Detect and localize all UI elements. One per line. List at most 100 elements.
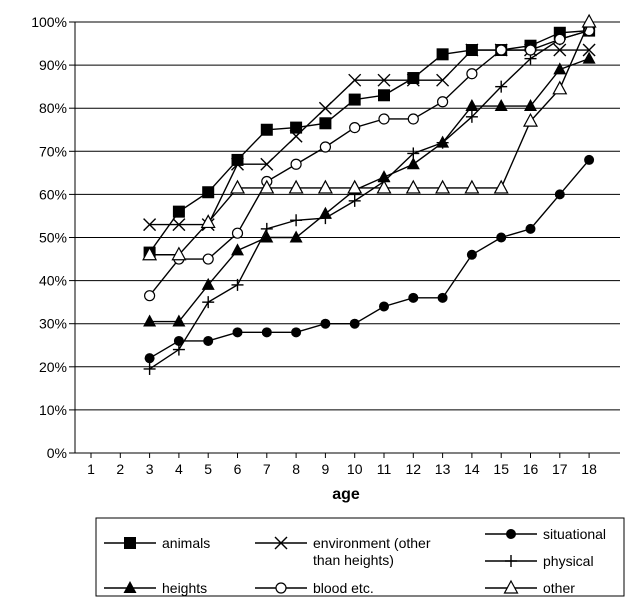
legend-label: other [543, 580, 575, 596]
x-tick-label: 2 [116, 461, 124, 477]
legend-item-physical: physical [485, 553, 594, 569]
data-point [496, 232, 507, 243]
data-point [436, 48, 449, 61]
data-point [291, 327, 302, 338]
data-point [376, 179, 392, 194]
series-heights [143, 51, 596, 327]
x-axis-title: age [332, 486, 360, 503]
data-point [553, 62, 567, 75]
data-point [436, 135, 450, 148]
data-point [378, 89, 390, 102]
x-tick-label: 8 [292, 461, 300, 477]
data-point [405, 179, 421, 194]
data-point [172, 205, 185, 218]
data-point [289, 129, 303, 143]
x-tick-label: 14 [464, 461, 480, 477]
legend-label: physical [543, 553, 594, 569]
series-environment-other-than-heights [143, 43, 596, 232]
y-tick-label: 10% [39, 402, 67, 418]
data-point [143, 218, 157, 232]
legend-marker [505, 555, 517, 567]
legend-label: situational [543, 526, 606, 542]
data-point [377, 73, 391, 87]
legend-item-blood-etc: blood etc. [255, 580, 374, 596]
legend-label: heights [162, 580, 207, 596]
data-point [143, 314, 157, 327]
data-point [379, 301, 389, 312]
y-tick-label: 80% [39, 100, 67, 116]
legend-label: environment (other [313, 535, 431, 551]
data-point [378, 113, 390, 125]
data-point [554, 189, 565, 200]
data-point [349, 121, 361, 134]
data-point [406, 73, 420, 87]
series-other [142, 13, 597, 261]
data-point [465, 110, 478, 123]
series-line [149, 21, 590, 256]
y-tick-label: 70% [39, 143, 67, 159]
legend-label: blood etc. [313, 580, 374, 596]
x-stroke [553, 43, 567, 57]
data-point [319, 117, 332, 130]
y-tick-label: 90% [39, 57, 67, 73]
data-point [554, 33, 566, 45]
data-point [582, 51, 596, 64]
legend-marker [274, 536, 288, 550]
data-point [232, 327, 243, 338]
x-tick-label: 3 [146, 461, 154, 477]
data-point [202, 253, 214, 265]
data-point [522, 112, 539, 127]
x-stroke [289, 129, 303, 143]
y-tick-label: 40% [39, 273, 67, 289]
data-point [349, 318, 360, 329]
data-point [348, 93, 361, 106]
data-point [493, 179, 509, 194]
data-point [465, 99, 479, 112]
x-stroke [231, 157, 244, 171]
data-point [320, 318, 331, 329]
data-point [229, 179, 246, 194]
data-point [525, 223, 536, 234]
data-point [319, 141, 331, 153]
legend-marker [506, 529, 516, 539]
data-point [436, 73, 450, 87]
x-tick-label: 13 [435, 461, 451, 477]
data-point [143, 362, 156, 375]
series-line [149, 57, 590, 323]
data-point [495, 44, 507, 56]
x-stroke [318, 101, 332, 115]
x-tick-label: 1 [87, 461, 95, 477]
x-stroke [143, 218, 157, 232]
x-tick-label: 17 [552, 461, 568, 477]
data-point [494, 99, 508, 112]
data-point [231, 243, 244, 256]
data-point [406, 157, 420, 170]
legend-item-situational: situational [485, 526, 606, 542]
series-physical [143, 24, 596, 375]
data-point [584, 154, 595, 165]
x-tick-label: 10 [347, 461, 363, 477]
gridlines [69, 21, 620, 454]
legend-item-animals: animals [104, 535, 210, 551]
data-point [202, 186, 215, 199]
x-tick-label: 4 [175, 461, 183, 477]
data-point [144, 353, 155, 364]
data-point [552, 80, 568, 95]
data-point [348, 194, 361, 207]
x-tick-label: 5 [204, 461, 212, 477]
data-point [173, 335, 184, 346]
x-tick-label: 9 [322, 461, 330, 477]
data-point [524, 44, 537, 56]
legend-label: animals [162, 535, 210, 551]
data-point [261, 327, 272, 338]
data-point [201, 277, 215, 290]
data-point [466, 68, 478, 80]
x-tick-label: 6 [234, 461, 242, 477]
data-point [318, 101, 332, 115]
data-point [582, 43, 596, 57]
legend-item-other: other [485, 579, 575, 596]
data-point [347, 179, 363, 194]
axes [74, 22, 620, 454]
